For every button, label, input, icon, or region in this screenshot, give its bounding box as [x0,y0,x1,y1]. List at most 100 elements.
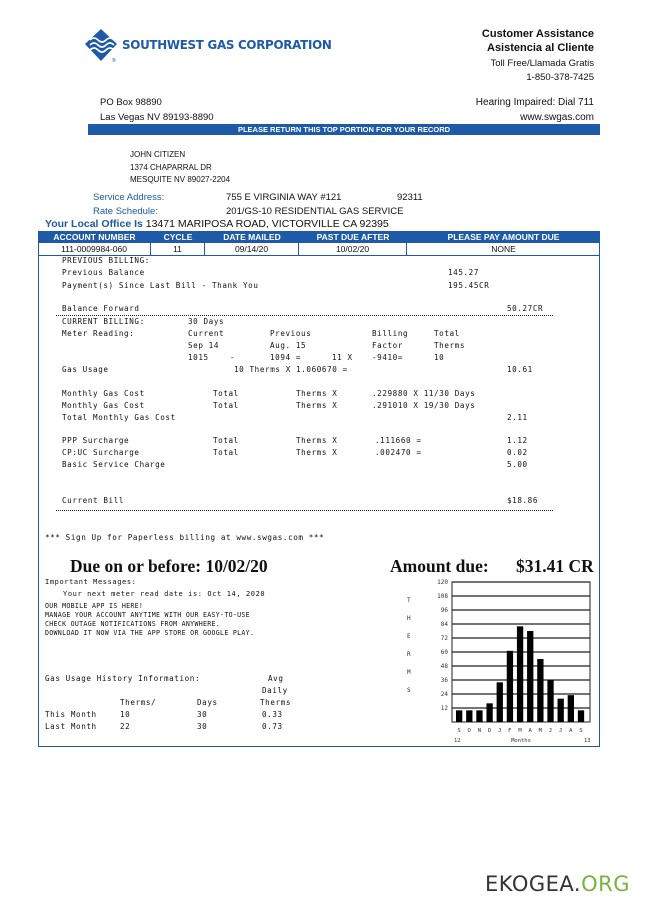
chart-bar [547,680,554,722]
due-date: Due on or before: 10/02/20 [70,556,268,576]
message-line: MANAGE YOUR ACCOUNT ANYTIME WITH OUR EAS… [45,611,250,619]
local-office: 13471 MARIPOSA ROAD, VICTORVILLE CA 9239… [145,218,389,230]
total-therms: 10 [434,353,445,362]
chart-bar [506,650,514,722]
customer-assistance: Customer Assistance [481,28,594,40]
history-avg: Avg [268,674,284,683]
cycle: 11 [151,243,205,255]
prev-balance-label: Previous Balance [62,268,145,277]
cpuc-total: Total [213,448,239,457]
divider [56,315,553,316]
billing-days: 30 Days [188,317,225,326]
chart-y-tick: 72 [441,635,449,642]
paperless-link[interactable]: *** Sign Up for Paperless billing at www… [45,533,325,542]
cpuc-therms: Therms X [296,448,338,457]
rate-schedule: 201/GS-10 RESIDENTIAL GAS SERVICE [226,206,404,217]
chart-x-label: Months [511,738,531,744]
chart-bar [567,695,574,722]
chart-bar [486,703,493,722]
return-banner: PLEASE RETURN THIS TOP PORTION FOR YOUR … [88,124,600,135]
mgc1-label: Monthly Gas Cost [62,389,145,398]
ppp-total: Total [213,436,239,445]
company-logo-icon: ® [85,29,117,64]
balance-forward: 50.27CR [507,304,544,313]
svg-text:®: ® [112,57,116,64]
history-row-therms: 22 [120,722,131,731]
chart-y-label-letter: E [407,633,411,640]
chart-x-start: 12 [454,738,461,744]
previous-col: Previous [270,329,312,338]
company-name: SOUTHWEST GAS CORPORATION [122,37,332,52]
th-past-due: PAST DUE AFTER [316,232,390,242]
chart-y-label-letter: M [407,669,411,676]
history-row-days: 30 [197,722,208,731]
service-address-label: Service Address: [93,192,165,203]
current-bill: $18.86 [507,496,539,505]
total-col: Total [434,329,460,338]
rate-schedule-label: Rate Schedule: [93,206,158,217]
current-col: Current [188,329,225,338]
chart-y-tick: 120 [437,579,448,586]
chart-bar [516,626,524,722]
chart-y-tick: 60 [441,649,449,656]
po-box: PO Box 98890 [100,97,162,108]
footer-brand-2: ORG [581,872,630,896]
mgc1-rate: .229880 X 11/30 Days [372,389,476,398]
po-city: Las Vegas NV 89193-8890 [100,112,214,123]
local-office-label: Your Local Office Is [45,218,143,230]
therms-col: Therms [434,341,466,350]
ppp-rate: .111660 = [375,436,422,445]
mgc2-rate: .291010 X 19/30 Days [372,401,476,410]
toll-free: Toll Free/Llamada Gratis [490,58,594,69]
chart-x-tick: A [569,728,573,734]
account-table-row: 111-0009984-060 11 09/14/20 10/02/20 NON… [38,243,600,256]
history-row-label: Last Month [45,722,97,731]
chart-x-tick: M [518,728,522,734]
current-read: 1015 [188,353,209,362]
history-heading: Gas Usage History Information: [45,674,201,683]
chart-bar [456,710,463,722]
chart-x-tick: S [579,728,582,734]
billing-col: Billing [372,329,409,338]
previous-read: 1094 = [270,353,302,362]
history-col-therms: Therms/ [120,698,157,707]
hearing-impaired: Hearing Impaired: Dial 711 [475,97,594,108]
footer-brand-1: EKOGEA. [484,872,582,896]
ppp-label: PPP Surcharge [62,436,130,445]
ppp: 1.12 [507,436,528,445]
th-account: ACCOUNT NUMBER [53,232,136,242]
chart-x-tick: M [539,728,543,734]
chart-bar [476,710,483,722]
chart-y-label-letter: R [407,651,411,658]
chart-y-tick: 12 [441,705,449,712]
pay-amount-due: NONE [491,244,516,254]
account-table-header: ACCOUNT NUMBER CYCLE DATE MAILED PAST DU… [38,231,600,243]
prev-balance: 145.27 [448,268,480,277]
customer-street: 1374 CHAPARRAL DR [130,163,212,172]
chart-y-tick: 48 [441,663,449,670]
service-zip: 92311 [397,192,423,203]
chart-bar [527,631,534,722]
chart-x-end: 13 [584,738,591,744]
history-row-avg: 0.73 [262,722,283,731]
history-col-avg: Therms [260,698,292,707]
chart-bar [466,710,473,722]
history-row-therms: 10 [120,710,131,719]
history-col-days: Days [197,698,218,707]
chart-y-tick: 24 [441,691,449,698]
chart-x-tick: S [457,728,460,734]
current-bill-label: Current Bill [62,496,125,505]
chart-x-tick: J [559,728,562,734]
customer-name: JOHN CITIZEN [130,150,186,159]
read-diff: 11 X [332,353,353,362]
chart-y-label-letter: H [407,615,411,622]
asistencia: Asistencia al Cliente [487,42,594,54]
prev-heading: PREVIOUS BILLING: [62,256,150,265]
website-link[interactable]: www.swgas.com [520,112,594,123]
date-mailed: 09/14/20 [205,243,299,255]
messages-heading: Important Messages: [45,578,137,586]
chart-bar [496,682,503,722]
chart-x-tick: O [468,728,471,734]
phone-number: 1-850-378-7425 [526,72,594,83]
